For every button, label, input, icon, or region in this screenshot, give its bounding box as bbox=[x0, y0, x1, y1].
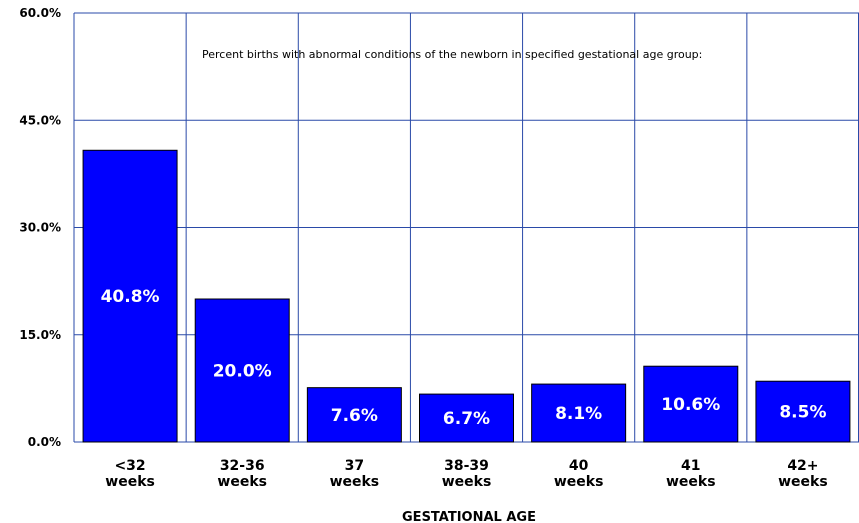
bar bbox=[194, 298, 290, 443]
y-tick-label: 15.0% bbox=[19, 328, 61, 342]
x-tick-label: weeks bbox=[778, 474, 828, 490]
grid bbox=[73, 12, 859, 443]
bar-value-label: 7.6% bbox=[331, 406, 378, 426]
y-tick-label: 45.0% bbox=[19, 113, 61, 127]
bar bbox=[419, 393, 514, 443]
x-tick-label: weeks bbox=[105, 474, 155, 490]
bar-value-label: 8.5% bbox=[779, 403, 826, 423]
bars: 40.8% 20.0% 7.6% 6.7% 8.1% 10.6% 8.5% bbox=[82, 149, 851, 443]
x-axis-title: GESTATIONAL AGE bbox=[402, 510, 536, 523]
x-tick-label: weeks bbox=[330, 474, 380, 490]
y-tick-label: 30.0% bbox=[19, 221, 61, 235]
bar bbox=[643, 365, 739, 443]
y-tick-label: 60.0% bbox=[19, 6, 61, 20]
x-tick-label: 41 bbox=[681, 458, 700, 474]
bar bbox=[755, 380, 851, 443]
x-tick-label: weeks bbox=[442, 474, 492, 490]
x-tick-label: weeks bbox=[554, 474, 604, 490]
chart-annotation: Percent births with abnormal conditions … bbox=[202, 48, 702, 61]
bar bbox=[82, 149, 178, 443]
x-tick-label: 38-39 bbox=[444, 458, 489, 474]
bar-value-label: 8.1% bbox=[555, 404, 602, 424]
x-tick-label: 42+ bbox=[787, 458, 818, 474]
bar bbox=[306, 387, 402, 443]
x-tick-label: 40 bbox=[569, 458, 589, 474]
bar bbox=[531, 383, 627, 443]
bar-value-label: 40.8% bbox=[101, 287, 160, 307]
y-axis-ticks: 0.0% 15.0% 30.0% 45.0% 60.0% bbox=[19, 6, 61, 449]
x-axis-ticks: <32weeks32-36weeks37weeks38-39weeks40wee… bbox=[105, 458, 827, 490]
x-tick-label: 37 bbox=[345, 458, 364, 474]
x-tick-label: <32 bbox=[114, 458, 145, 474]
y-tick-label: 0.0% bbox=[28, 435, 61, 449]
bar-value-label: 6.7% bbox=[443, 409, 490, 429]
bar-value-label: 10.6% bbox=[661, 395, 720, 415]
bar-value-label: 20.0% bbox=[213, 362, 272, 382]
x-tick-label: weeks bbox=[217, 474, 267, 490]
x-tick-label: weeks bbox=[666, 474, 716, 490]
x-tick-label: 32-36 bbox=[220, 458, 265, 474]
